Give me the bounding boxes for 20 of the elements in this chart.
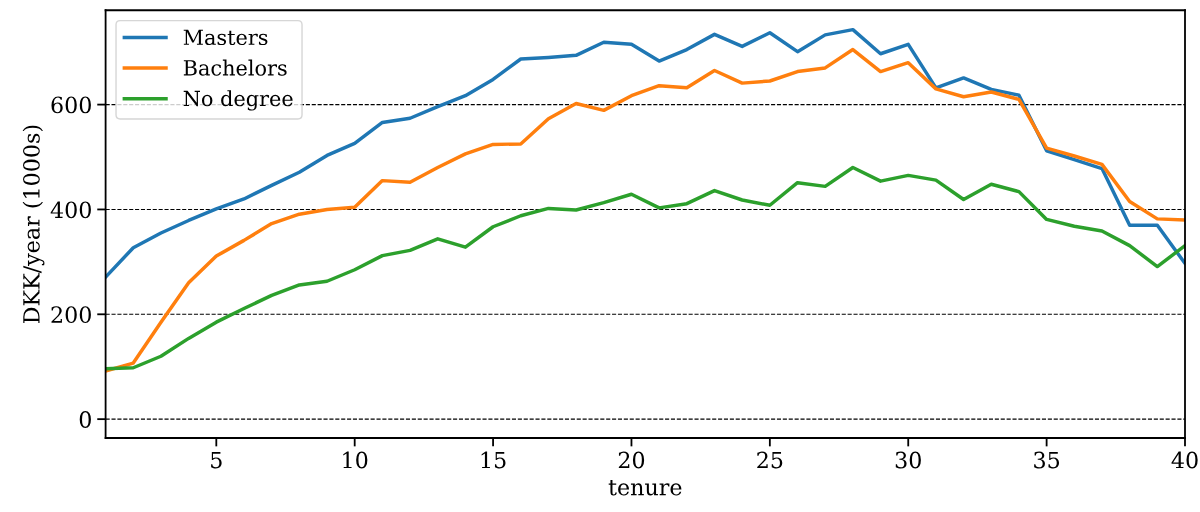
line-series — [105, 165, 1185, 371]
x-tick-label: 40 — [1171, 451, 1198, 469]
y-tick-label: 400 — [50, 201, 91, 219]
legend-label: Masters — [183, 29, 268, 46]
legend-label: Bachelors — [183, 59, 287, 76]
y-tick-label: 0 — [79, 411, 91, 428]
x-tick-label: 35 — [1034, 451, 1060, 469]
y-tick-label: 600 — [51, 96, 91, 114]
x-tick-label: 30 — [895, 451, 921, 469]
x-tick-label: 10 — [343, 451, 368, 469]
x-tick-label: 25 — [757, 451, 783, 469]
x-tick-label: 15 — [481, 451, 506, 469]
line-series — [105, 27, 1185, 279]
y-axis-title: DKK/year (1000s) — [22, 125, 45, 324]
line-series — [105, 47, 1185, 373]
y-tick-label: 200 — [51, 306, 91, 324]
x-tick-label: 5 — [211, 451, 222, 469]
x-axis-title: tenure — [608, 480, 682, 496]
legend-label: No degree — [183, 90, 293, 111]
x-tick-label: 20 — [618, 451, 645, 469]
